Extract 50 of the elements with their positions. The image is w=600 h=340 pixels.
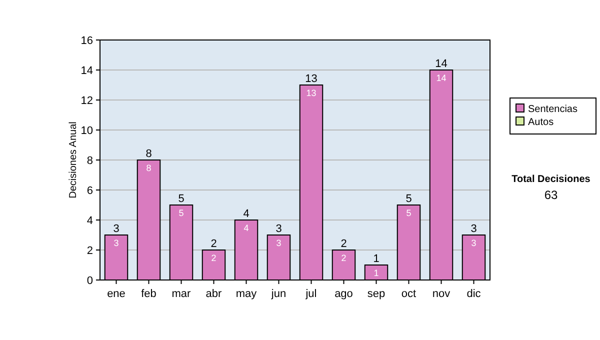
data-label: 14 (436, 73, 446, 83)
x-tick-label: ene (107, 288, 126, 300)
x-tick-label: ago (334, 288, 353, 300)
y-axis-title: Decisiones Anual (68, 122, 79, 198)
x-tick-label: nov (432, 288, 451, 300)
x-tick-label: oct (401, 288, 416, 300)
x-tick-label: jul (304, 288, 317, 300)
total-label: 4 (243, 208, 250, 220)
total-label: 3 (113, 223, 120, 235)
text: Total Decisiones (512, 174, 591, 185)
y-tick-label: 12 (80, 95, 93, 107)
x-tick-label: dic (466, 288, 482, 300)
x-tick-label: may (236, 288, 258, 300)
x-tick-label: sep (367, 288, 386, 300)
x-tick-label: jun (270, 288, 286, 300)
total-label: 1 (373, 253, 380, 265)
total-label: 3 (470, 223, 477, 235)
data-label: 4 (244, 223, 249, 233)
x-tick-label: abr (206, 288, 222, 300)
y-tick-label: 6 (86, 185, 93, 197)
legend-label: Autos (528, 117, 554, 128)
y-tick-label: 0 (86, 275, 93, 287)
y-tick-label: 14 (80, 65, 93, 77)
data-label: 5 (406, 208, 412, 218)
data-label: 2 (341, 253, 346, 263)
total-label: 13 (305, 73, 318, 85)
data-label: 2 (211, 253, 216, 263)
total-label: 5 (406, 193, 412, 205)
data-label: 8 (146, 163, 152, 173)
y-tick-label: 8 (86, 155, 93, 167)
total-label: 14 (435, 58, 448, 70)
x-tick-label: feb (141, 288, 156, 300)
y-tick-label: 10 (80, 125, 93, 137)
data-label: 5 (178, 208, 184, 218)
total-label: 3 (276, 223, 282, 235)
data-label: 3 (276, 238, 282, 248)
legend-label: Sentencias (528, 104, 578, 115)
total-label: 2 (210, 238, 217, 250)
y-tick-label: 4 (86, 215, 93, 227)
total-label: 8 (146, 148, 152, 160)
text: 63 (544, 188, 558, 202)
y-tick-label: 16 (80, 35, 93, 47)
data-label: 1 (374, 268, 379, 278)
x-tick-label: mar (172, 288, 192, 300)
data-label: 3 (114, 238, 119, 248)
data-label: 3 (471, 238, 476, 248)
data-label: 13 (306, 88, 316, 98)
y-tick-label: 2 (86, 245, 93, 257)
total-label: 5 (178, 193, 184, 205)
total-label: 2 (340, 238, 347, 250)
